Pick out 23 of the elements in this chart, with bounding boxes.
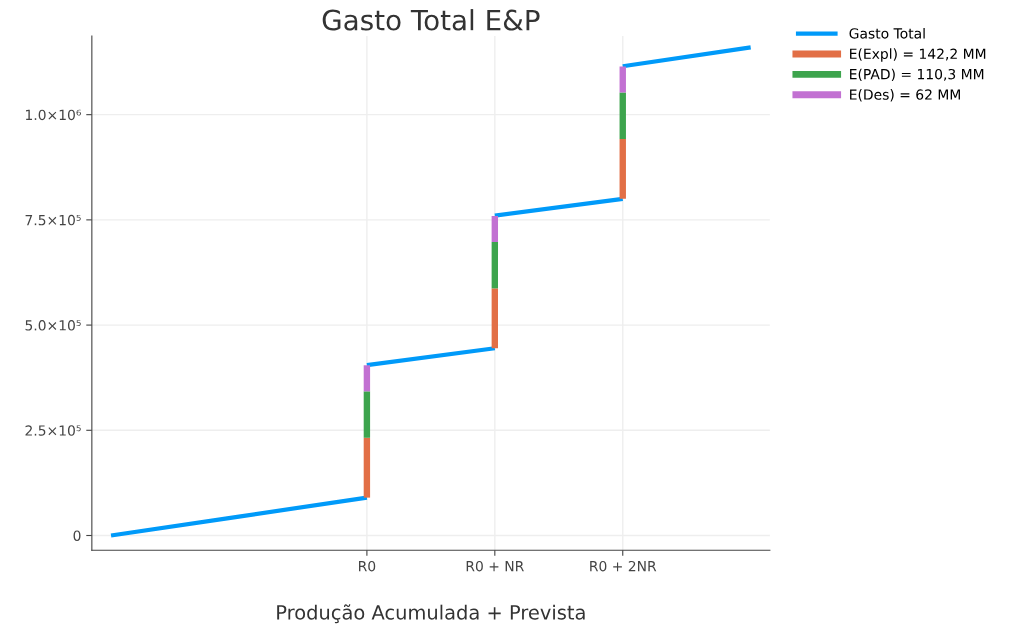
legend-label: E(Des) = 62 MM [850,89,960,102]
y-tick-label: 5.0×10⁵ [25,320,81,331]
bar [363,391,371,438]
bar [363,365,371,392]
x-tick-label: R0 [359,560,376,572]
y-tick-label: 1.0×10⁶ [25,109,81,121]
legend-label: E(Expl) = 142,2 MM [850,48,986,62]
chart-title: Gasto Total E&P [322,9,540,31]
bar [491,241,499,289]
y-tick-label: 7.5×10⁵ [25,214,81,226]
bar [619,92,626,139]
bar [619,138,626,199]
x-axis-title: Produção Acumulada + Prevista [277,604,585,624]
bar [491,215,499,242]
x-tick-label: R0 + NR [466,560,524,572]
legend-label: E(PAD) = 110,3 MM [850,68,984,82]
y-tick-label: 0 [73,530,81,541]
y-tick-label: 2.5×10⁵ [25,425,81,436]
bar [619,66,626,93]
bar [491,288,499,349]
legend-label: Gasto Total [849,27,925,39]
x-tick-label: R0 + 2NR [590,560,657,572]
bar [363,437,371,498]
